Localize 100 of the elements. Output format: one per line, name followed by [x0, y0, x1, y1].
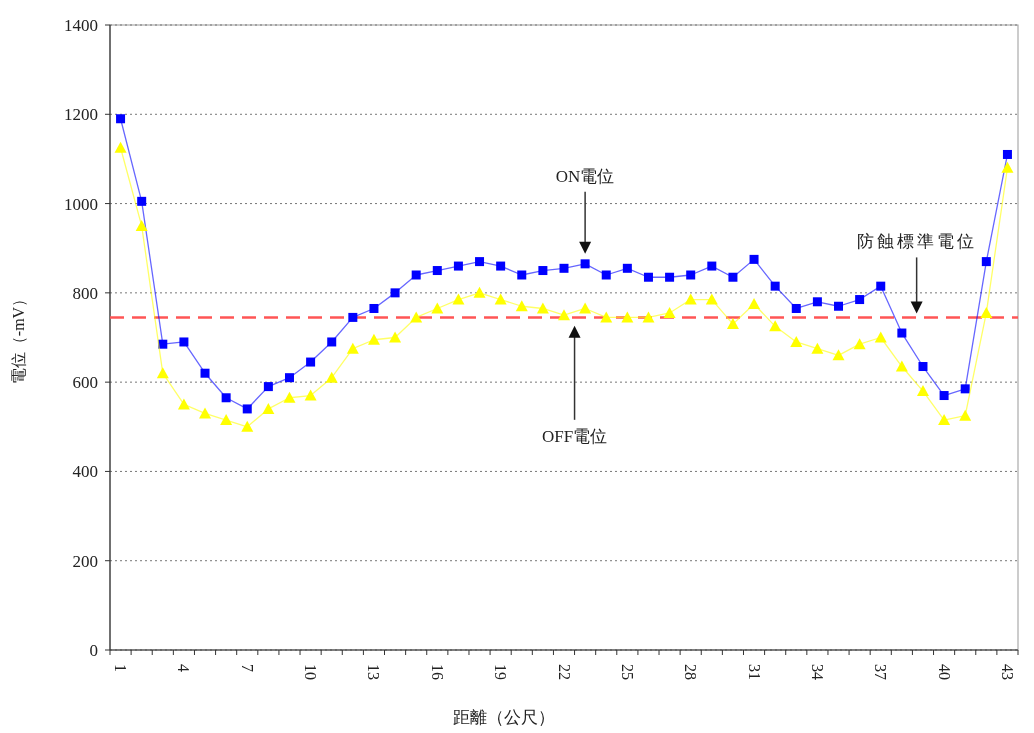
point — [1002, 149, 1012, 159]
y-tick-label: 1200 — [64, 105, 98, 125]
point — [811, 342, 824, 354]
point — [389, 331, 402, 343]
point — [242, 404, 252, 414]
point — [432, 266, 442, 276]
point — [918, 362, 928, 372]
point — [790, 335, 803, 347]
point — [897, 328, 907, 338]
point — [515, 300, 528, 312]
point — [306, 357, 316, 367]
point — [980, 306, 993, 318]
point — [895, 360, 908, 372]
x-tick-label: 28 — [682, 664, 700, 680]
point — [348, 312, 358, 322]
point — [325, 371, 338, 383]
point — [200, 368, 210, 378]
point — [453, 261, 463, 271]
point — [707, 261, 717, 271]
point — [981, 257, 991, 267]
y-tick-label: 1000 — [64, 194, 98, 214]
x-tick-label: 31 — [745, 664, 763, 680]
point — [916, 385, 929, 397]
point — [263, 382, 273, 392]
point — [179, 337, 189, 347]
point — [876, 281, 886, 291]
point — [748, 298, 761, 310]
point — [834, 301, 844, 311]
x-tick-label: 22 — [555, 664, 573, 680]
x-tick-label: 25 — [618, 664, 636, 680]
point — [538, 266, 548, 276]
point — [536, 302, 549, 314]
point — [114, 141, 127, 153]
point — [135, 219, 148, 231]
point — [410, 311, 423, 323]
point — [137, 196, 147, 206]
annotation: OFF電位 — [541, 426, 608, 446]
point — [959, 409, 972, 421]
x-tick-label: 1 — [112, 664, 130, 672]
point — [621, 311, 634, 323]
point — [939, 391, 949, 401]
point — [517, 270, 527, 280]
point — [853, 338, 866, 350]
point — [622, 263, 632, 273]
x-tick-label: 4 — [175, 664, 193, 672]
y-tick-label: 400 — [72, 462, 98, 482]
y-tick-label: 800 — [72, 283, 98, 303]
point — [601, 270, 611, 280]
point — [580, 259, 590, 269]
point — [475, 257, 485, 267]
y-tick-label: 1400 — [64, 16, 98, 35]
point — [241, 420, 254, 432]
point — [960, 384, 970, 394]
point — [559, 263, 569, 273]
x-tick-label: 34 — [808, 664, 826, 680]
x-tick-label: 40 — [935, 664, 953, 680]
point — [728, 272, 738, 282]
x-tick-label: 13 — [365, 664, 383, 680]
point — [665, 272, 675, 282]
x-axis-title: 距離（公尺） — [453, 708, 555, 727]
point — [367, 333, 380, 345]
point — [496, 261, 506, 271]
point — [558, 309, 570, 321]
point — [431, 302, 444, 314]
point — [473, 286, 486, 298]
point — [684, 293, 697, 305]
point — [770, 281, 780, 291]
point — [642, 311, 655, 323]
point — [769, 320, 782, 332]
point — [284, 373, 294, 383]
point — [158, 339, 168, 349]
point — [494, 293, 507, 305]
point — [411, 270, 421, 280]
point — [262, 402, 275, 414]
y-axis-title: 電位（-mV） — [10, 290, 27, 385]
point — [705, 293, 718, 305]
point — [832, 349, 845, 361]
point — [579, 302, 592, 314]
annotation: 防蝕標準電位 — [856, 232, 977, 252]
point — [600, 311, 613, 323]
x-tick-label: 19 — [492, 664, 510, 680]
point — [220, 414, 233, 426]
point — [199, 407, 212, 419]
point — [221, 393, 231, 403]
point — [686, 270, 696, 280]
annotation: ON電位 — [555, 166, 615, 186]
x-tick-label: 37 — [872, 664, 890, 680]
y-tick-label: 0 — [89, 641, 98, 660]
point — [643, 272, 653, 282]
point — [346, 342, 359, 354]
point — [726, 318, 739, 330]
point — [749, 254, 759, 264]
point — [327, 337, 337, 347]
x-tick-label: 10 — [302, 664, 320, 680]
point — [791, 303, 801, 313]
point — [452, 293, 465, 305]
point — [116, 114, 126, 124]
point — [938, 414, 951, 426]
point — [177, 398, 190, 410]
point — [390, 288, 400, 298]
